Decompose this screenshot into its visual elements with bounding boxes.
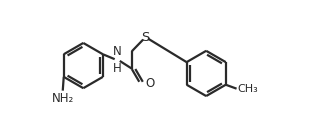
- Text: O: O: [145, 77, 155, 90]
- Text: CH₃: CH₃: [238, 84, 258, 94]
- Text: N: N: [113, 45, 121, 58]
- Text: H: H: [113, 62, 121, 75]
- Text: NH₂: NH₂: [52, 92, 74, 105]
- Text: S: S: [142, 31, 150, 44]
